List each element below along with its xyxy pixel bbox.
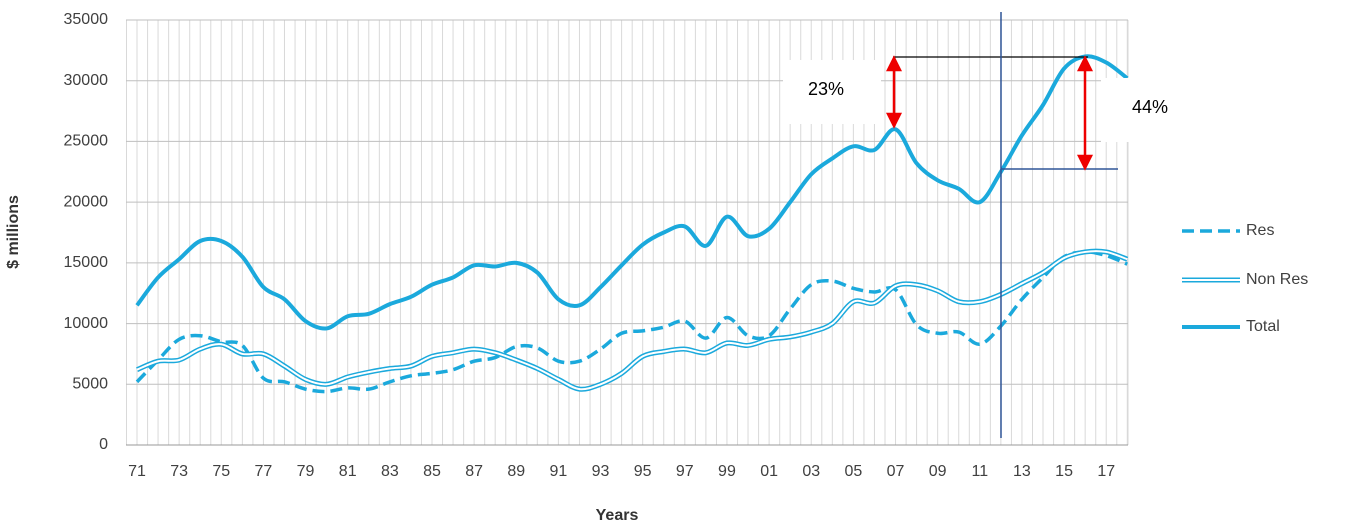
x-tick-label: 07 xyxy=(887,463,905,480)
x-tick-label: 03 xyxy=(802,463,820,480)
y-axis-label: $ millions xyxy=(5,195,22,269)
x-tick-label: 93 xyxy=(592,463,610,480)
y-tick-label: 25000 xyxy=(64,133,109,150)
x-tick-label: 17 xyxy=(1097,463,1115,480)
x-tick-label: 09 xyxy=(929,463,947,480)
y-tick-label: 35000 xyxy=(64,11,109,28)
series-line-inner xyxy=(136,250,1128,391)
x-tick-label: 85 xyxy=(423,463,441,480)
annotation: 23% xyxy=(808,79,844,99)
x-tick-label: 11 xyxy=(971,463,988,480)
x-tick-label: 13 xyxy=(1013,463,1031,480)
plot-area: 0 5000 10000 15000 20000 25000 30000 35000 71 73 7… xyxy=(64,11,1129,480)
x-tick-label: 89 xyxy=(507,463,525,480)
x-tick-label: 77 xyxy=(255,463,273,480)
y-tick-label: 15000 xyxy=(64,254,109,271)
annotations: 23% 44% xyxy=(783,12,1211,438)
annotation: 44% xyxy=(1132,97,1168,117)
legend-label: Res xyxy=(1246,222,1274,239)
legend-label: Total xyxy=(1246,318,1280,335)
annotation-box xyxy=(783,60,881,124)
legend-item: Non Res xyxy=(1182,271,1308,288)
series-line xyxy=(135,54,1129,331)
x-tick-label: 87 xyxy=(465,463,483,480)
legend-item: Total xyxy=(1182,318,1280,335)
x-tick-label: 75 xyxy=(212,463,230,480)
x-tick-label: 91 xyxy=(550,463,568,480)
y-tick-label: 30000 xyxy=(64,72,109,89)
annotation-arrows xyxy=(885,55,1094,171)
x-tick-label: 79 xyxy=(297,463,315,480)
x-tick-label: 05 xyxy=(844,463,862,480)
series-line xyxy=(135,250,1128,394)
x-tick-label: 15 xyxy=(1055,463,1073,480)
x-tick-label: 95 xyxy=(634,463,652,480)
x-tick-label: 83 xyxy=(381,463,399,480)
legend-item: Res xyxy=(1182,222,1274,239)
x-tick-label: 81 xyxy=(339,463,357,480)
x-axis-label: Years xyxy=(596,507,639,524)
x-tick-label: 71 xyxy=(128,463,146,480)
annotation-box xyxy=(1101,78,1211,142)
y-tick-label: 0 xyxy=(99,436,108,453)
x-tick-label: 99 xyxy=(718,463,736,480)
y-tick-label: 5000 xyxy=(72,376,108,393)
legend-label: Non Res xyxy=(1246,271,1308,288)
x-tick-label: 73 xyxy=(170,463,188,480)
x-tick-label: 01 xyxy=(760,463,778,480)
y-tick-label: 20000 xyxy=(64,193,109,210)
x-tick-label: 97 xyxy=(676,463,694,480)
y-tick-label: 10000 xyxy=(64,315,109,332)
